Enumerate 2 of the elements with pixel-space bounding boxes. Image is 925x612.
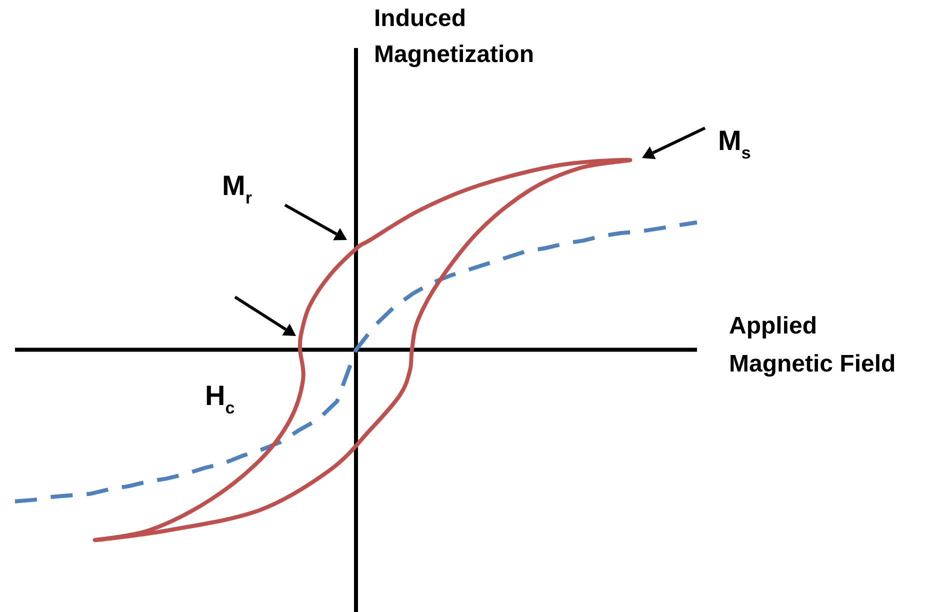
x-axis-title: Applied Magnetic Field [729, 312, 896, 378]
text: Induced Magnetization [374, 5, 534, 68]
